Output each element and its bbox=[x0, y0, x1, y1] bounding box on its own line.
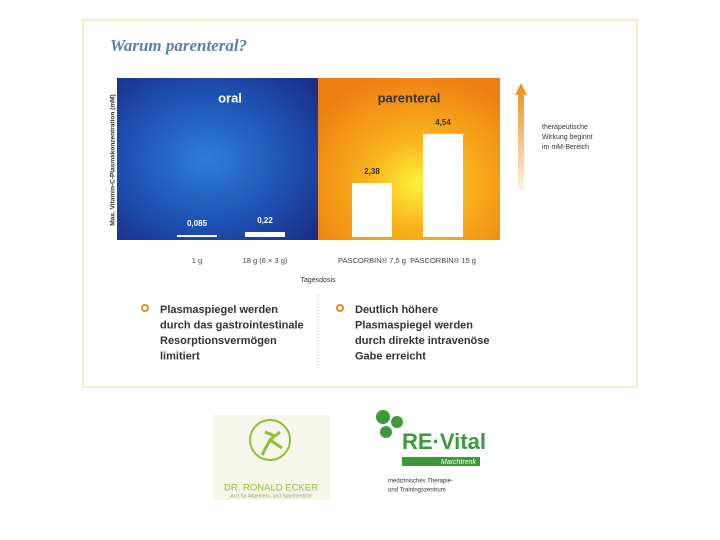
bullet-dot bbox=[336, 304, 344, 312]
y-axis-label: Max. Vitamin-C-Plasmakonzentration (mM) bbox=[110, 94, 117, 225]
bullet-line: durch direkte intravenöse bbox=[355, 335, 490, 347]
x-axis-label: Tagesdosis bbox=[300, 277, 336, 284]
bullet-line: durch das gastrointestinale bbox=[160, 319, 304, 331]
bullet-line: Plasmaspiegel werden bbox=[160, 304, 278, 316]
logo-name: DR. RONALD ECKER bbox=[224, 483, 318, 494]
oral-region bbox=[117, 78, 318, 240]
data-label: 4,54 bbox=[435, 118, 451, 127]
bullet-dot bbox=[141, 304, 149, 312]
bullets: Plasmaspiegel werden durch das gastrointe… bbox=[141, 304, 490, 362]
title: Warum parenteral? bbox=[110, 36, 247, 55]
bullet-line: Deutlich höhere bbox=[355, 304, 438, 316]
bar bbox=[423, 133, 463, 237]
annotation-line: Wirkung beginnt bbox=[542, 134, 593, 141]
logo-name: RE·Vital bbox=[402, 429, 486, 454]
region-label: parenteral bbox=[378, 90, 441, 105]
annotation-line: im mM-Bereich bbox=[542, 144, 589, 151]
parenteral-region bbox=[318, 78, 500, 240]
logo-line: medizinisches Therapie- bbox=[388, 479, 453, 485]
logo-leaf bbox=[380, 426, 392, 438]
x-tick-label: PASCORBIN® 7,5 g bbox=[338, 256, 406, 265]
data-label: 0,085 bbox=[187, 219, 208, 228]
annotation: therapeutische Wirkung beginnt im mM-Berei… bbox=[542, 124, 593, 151]
logo-runner bbox=[260, 430, 283, 456]
x-tick-label: 18 g (6 × 3 g) bbox=[243, 256, 288, 265]
logo-revital: RE·Vital Marchtrenk medizinisches Therap… bbox=[376, 410, 486, 494]
data-label: 2,38 bbox=[364, 167, 380, 176]
logo-ecker: DR. RONALD ECKER Arzt für Allgemein- und… bbox=[213, 415, 330, 500]
logo-place: Marchtrenk bbox=[441, 459, 477, 466]
data-label: 0,22 bbox=[257, 216, 273, 225]
bullet-line: Plasmaspiegel werden bbox=[355, 319, 473, 331]
logo-leaf bbox=[376, 410, 390, 424]
logo-band bbox=[402, 457, 480, 466]
logo-ring bbox=[249, 419, 291, 461]
x-tick-label: 1 g bbox=[192, 256, 202, 265]
region-label: oral bbox=[218, 90, 242, 105]
arrow bbox=[515, 83, 527, 190]
x-tick-label: PASCORBIN® 15 g bbox=[410, 256, 476, 265]
bar bbox=[245, 232, 285, 237]
logo-bg bbox=[213, 415, 330, 500]
bar bbox=[352, 182, 392, 237]
annotation-line: therapeutische bbox=[542, 124, 588, 131]
bar bbox=[177, 235, 217, 237]
bullet-line: Gabe erreicht bbox=[355, 350, 426, 362]
logo-subtitle: Arzt für Allgemein- und Sportmedizin bbox=[230, 493, 311, 499]
logo-leaf bbox=[391, 416, 403, 428]
bullet-line: limitiert bbox=[160, 350, 200, 362]
bullet-line: Resorptionsvermögen bbox=[160, 335, 277, 347]
logo-line: und Trainingszentrum bbox=[388, 488, 446, 494]
